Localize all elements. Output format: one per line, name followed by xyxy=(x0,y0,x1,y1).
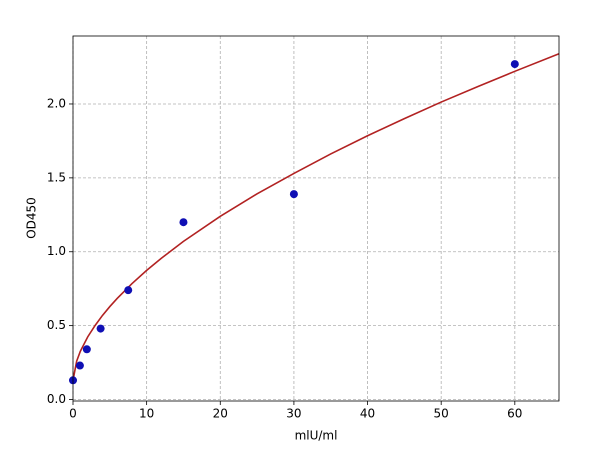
y-tick-label: 0.5 xyxy=(47,318,66,332)
data-point xyxy=(289,190,298,199)
data-point xyxy=(179,218,188,227)
y-axis-label: OD450 xyxy=(25,197,39,239)
data-point xyxy=(82,345,91,354)
x-tick-label: 10 xyxy=(139,407,154,421)
x-tick-label: 60 xyxy=(507,407,522,421)
x-tick-label: 40 xyxy=(360,407,375,421)
data-point xyxy=(75,361,84,370)
y-tick-label: 1.5 xyxy=(47,170,66,184)
data-point xyxy=(510,60,519,69)
plot-frame xyxy=(72,35,560,402)
x-tick-label: 50 xyxy=(434,407,449,421)
data-point xyxy=(124,286,133,295)
y-tick-label: 1.0 xyxy=(47,244,66,258)
y-tick-label: 2.0 xyxy=(47,96,66,110)
x-tick-label: 30 xyxy=(286,407,301,421)
x-tick-label: 0 xyxy=(69,407,77,421)
x-axis-label: mlU/ml xyxy=(295,429,338,443)
y-tick-label: 0.0 xyxy=(47,392,66,406)
data-point xyxy=(96,324,105,333)
fit-curve xyxy=(72,52,560,381)
x-tick-label: 20 xyxy=(213,407,228,421)
